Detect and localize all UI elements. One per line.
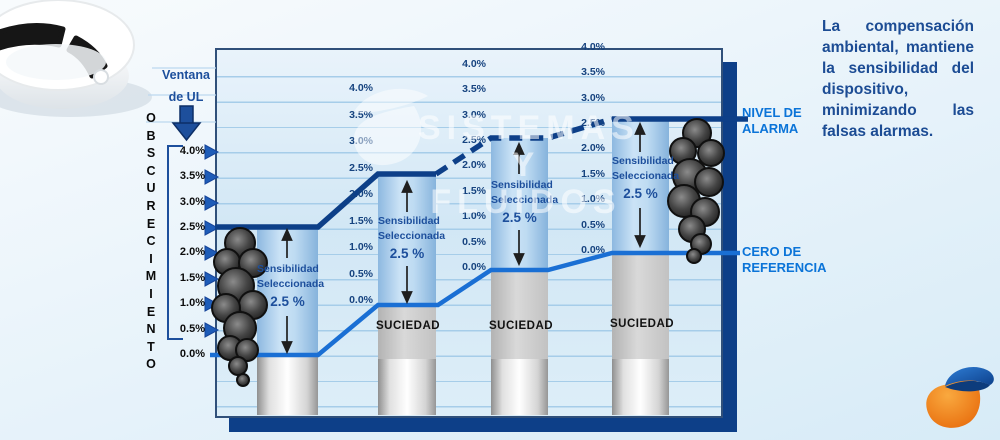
zero-reference-label: CERO DE REFERENCIA [742,244,827,276]
axis-tick: 1.0% [179,297,205,309]
column4-scale-tick: 0.0% [581,244,605,256]
axis-tick: 1.5% [179,272,205,284]
axis-tick: 4.0% [179,145,205,157]
column4-base-cylinder [612,359,669,415]
column4-scale-tick: 4.0% [581,41,605,53]
column4-sensitivity-label: Sensibilidad Seleccionada 2.5 % [612,154,680,201]
alarm-level-line2: ALARMA [742,121,799,136]
column3-scale-tick: 2.0% [462,159,486,171]
column2-scale-tick: 2.0% [349,188,373,200]
axis-tick: 3.0% [179,196,205,208]
column2-sensitivity-label: Sensibilidad Seleccionada 2.5 % [378,214,446,261]
column3-base-cylinder [491,359,548,415]
sens-value: 2.5 % [389,246,425,261]
sens-line1: Sensibilidad [257,263,319,275]
column4-scale-tick: 2.0% [581,142,605,154]
axis-tick: 0.5% [179,323,205,335]
alarm-level-line1: NIVEL DE [742,105,802,120]
sens-line2: Seleccionada [612,170,680,182]
column4-scale-tick: 1.5% [581,168,605,180]
column3-scale-tick: 4.0% [462,58,486,70]
column4-scale-tick: 3.5% [581,66,605,78]
column2-scale-tick: 4.0% [349,82,373,94]
sens-value: 2.5 % [502,210,537,225]
column2-scale-tick: 1.0% [349,241,373,253]
column3-dirt-segment [491,270,548,359]
zero-reference-line1: CERO DE [742,244,802,259]
column3-dirt-label: SUCIEDAD [489,320,554,332]
obscuration-axis-label: O B S C U R E C I M I E N T O [145,111,157,372]
zero-reference-line2: REFERENCIA [742,260,827,275]
column3-scale-tick: 0.5% [462,236,486,248]
column1-base-cylinder [257,355,318,415]
sens-line2: Seleccionada [257,278,325,290]
alarm-level-label: NIVEL DE ALARMA [742,105,802,137]
column2-dirt-label: SUCIEDAD [376,320,441,332]
column2-scale-tick: 2.5% [349,162,373,174]
axis-tick: 3.5% [179,170,205,182]
column3-scale-tick: 1.5% [462,185,486,197]
axis-tick: 0.0% [179,348,205,360]
ul-window-arrow-icon [171,105,202,142]
axis-tick: 2.5% [179,221,205,233]
explanatory-note: La compensación ambiental, mantiene la s… [822,18,974,140]
column3-scale-tick: 0.0% [462,261,486,273]
ul-window-label-line1: Ventana [162,68,210,82]
sens-value: 2.5 % [270,294,305,309]
column3-scale-tick: 1.0% [462,210,486,222]
column4-scale-tick: 3.0% [581,92,605,104]
column2-base-cylinder [378,359,436,415]
sens-line1: Sensibilidad [491,179,553,191]
column4-scale-tick: 0.5% [581,219,605,231]
flame-drop-logo [926,367,994,428]
column2-scale-tick: 3.0% [349,135,373,147]
sens-line1: Sensibilidad [612,155,674,167]
column2-scale-tick: 3.5% [349,109,373,121]
column4-scale-tick: 1.0% [581,193,605,205]
sens-line2: Seleccionada [491,194,559,206]
sens-line2: Seleccionada [378,230,446,242]
column2-scale-tick: 0.5% [349,268,373,280]
column4-dirt-label: SUCIEDAD [610,318,675,330]
sens-value: 2.5 % [623,186,658,201]
sens-line1: Sensibilidad [378,215,440,227]
column3-scale-tick: 3.0% [462,109,486,121]
column3-scale-tick: 2.5% [462,134,486,146]
column4-dirt-segment [612,253,669,359]
column3-sensitivity-label: Sensibilidad Seleccionada 2.5 % [491,178,559,225]
column1-sensitivity-label: Sensibilidad Seleccionada 2.5 % [257,262,325,309]
column2-scale-tick: 1.5% [349,215,373,227]
column3-scale-tick: 3.5% [462,83,486,95]
column4-scale-tick: 2.5% [581,117,605,129]
axis-tick: 2.0% [179,246,205,258]
column2-dirt-segment [378,305,436,359]
ul-window-label-line2: de UL [168,90,204,104]
smoke-detector-photo [0,0,152,117]
column2-scale-tick: 0.0% [349,294,373,306]
